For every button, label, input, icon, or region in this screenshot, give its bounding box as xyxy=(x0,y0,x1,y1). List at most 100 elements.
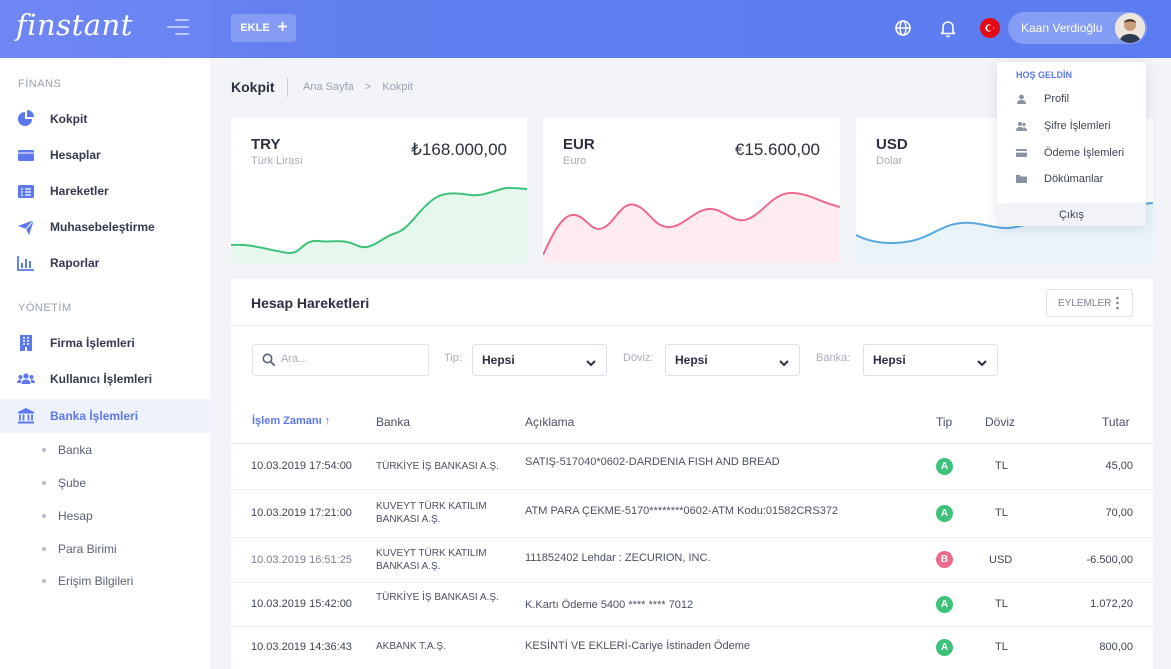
dropdown-item-label: Ödeme İşlemleri xyxy=(1044,147,1125,159)
sidebar-subitem-erisim[interactable]: Erişim Bilgileri xyxy=(42,574,133,588)
cell-currency: TL xyxy=(995,507,1008,519)
column-header-amount[interactable]: Tutar xyxy=(1102,415,1130,429)
type-badge: A xyxy=(936,596,953,613)
sidebar-item-banka[interactable]: Banka İşlemleri xyxy=(0,399,210,433)
chevron-down-icon xyxy=(586,356,596,367)
cell-bank: AKBANK T.A.Ş. xyxy=(376,641,446,652)
bullet-icon xyxy=(42,547,46,551)
search-input[interactable] xyxy=(281,353,421,365)
user-menu[interactable]: Kaan Verdioğlu xyxy=(1008,12,1147,44)
column-header-time[interactable]: İşlem Zamanı ↑ xyxy=(252,415,330,427)
avatar xyxy=(1115,13,1145,43)
dropdown-item-password[interactable]: Şifre İşlemleri xyxy=(1016,120,1111,132)
bell-icon[interactable] xyxy=(938,18,958,38)
currency-name: Türk Lirası xyxy=(251,155,303,167)
sidebar: FİNANS Kokpit Hesaplar Hareketler Muhase… xyxy=(0,58,210,669)
filter-label-bank: Banka: xyxy=(816,352,851,364)
sidebar-item-kullanici[interactable]: Kullanıcı İşlemleri xyxy=(0,362,210,396)
breadcrumb: Ana Sayfa > Kokpit xyxy=(303,81,413,93)
cell-currency: TL xyxy=(995,598,1008,610)
cell-amount: 70,00 xyxy=(1105,507,1133,519)
breadcrumb-separator: > xyxy=(364,81,372,93)
subitem-label: Hesap xyxy=(58,509,93,523)
sidebar-item-label: Raporlar xyxy=(50,256,100,270)
filter-select-bank[interactable]: Hepsi xyxy=(863,344,998,376)
globe-icon[interactable] xyxy=(893,18,913,38)
column-header-bank[interactable]: Banka xyxy=(376,415,411,429)
logout-button[interactable]: Çıkış xyxy=(997,203,1146,226)
sidebar-subitem-para-birimi[interactable]: Para Birimi xyxy=(42,542,117,556)
breadcrumb-home[interactable]: Ana Sayfa xyxy=(303,81,354,93)
dropdown-item-documents[interactable]: Dökümanlar xyxy=(1016,173,1103,185)
sort-arrow-icon: ↑ xyxy=(324,415,331,427)
column-header-description[interactable]: Açıklama xyxy=(525,415,575,429)
chevron-down-icon xyxy=(779,356,789,367)
sidebar-item-label: Firma İşlemleri xyxy=(50,336,135,350)
bullet-icon xyxy=(42,579,46,583)
app-logo[interactable]: finstant xyxy=(16,8,133,42)
add-button[interactable]: EKLE xyxy=(231,14,296,42)
table-row[interactable]: 10.03.2019 14:36:43 AKBANK T.A.Ş. KESİNT… xyxy=(231,626,1153,669)
page-title: Kokpit xyxy=(231,79,275,95)
column-header-label: İşlem Zamanı xyxy=(252,415,322,427)
logo-area: finstant xyxy=(0,0,210,58)
table-row[interactable]: 10.03.2019 15:42:00 TÜRKİYE İŞ BANKASI A… xyxy=(231,582,1153,626)
filter-select-currency[interactable]: Hepsi xyxy=(665,344,800,376)
cell-bank: TÜRKİYE İŞ BANKASI A.Ş. xyxy=(376,592,499,603)
sidebar-item-label: Kullanıcı İşlemleri xyxy=(50,372,153,386)
currency-card-eur[interactable]: EUR Euro €15.600,00 xyxy=(543,118,840,263)
cell-description: K.Kartı Ödeme 5400 **** **** 7012 xyxy=(525,599,694,611)
sidebar-subitem-hesap[interactable]: Hesap xyxy=(42,509,93,523)
table-row[interactable]: 10.03.2019 16:51:25 KUVEYT TÜRK KATILIM … xyxy=(231,537,1153,582)
sidebar-subitem-sube[interactable]: Şube xyxy=(42,476,86,490)
filter-label-type: Tip: xyxy=(444,352,462,364)
list-icon xyxy=(17,182,37,200)
kebab-icon xyxy=(1116,296,1119,310)
sidebar-item-hareketler[interactable]: Hareketler xyxy=(0,174,210,208)
sidebar-item-label: Hesaplar xyxy=(50,148,101,162)
sidebar-item-kokpit[interactable]: Kokpit xyxy=(0,102,210,136)
subitem-label: Şube xyxy=(58,476,87,490)
pie-chart-icon xyxy=(17,110,37,128)
filter-label-currency: Döviz: xyxy=(623,352,654,364)
currency-name: Euro xyxy=(563,155,587,167)
currency-name: Dolar xyxy=(876,155,903,167)
select-value: Hepsi xyxy=(873,353,906,367)
column-header-type[interactable]: Tip xyxy=(936,415,953,429)
bank-icon xyxy=(17,407,37,425)
bar-chart-icon xyxy=(17,254,37,272)
currency-card-try[interactable]: TRY Türk Lirası ₺168.000,00 xyxy=(231,118,527,263)
search-field[interactable] xyxy=(252,344,429,376)
table-row[interactable]: 10.03.2019 17:21:00 KUVEYT TÜRK KATILIM … xyxy=(231,489,1153,537)
currency-code: USD xyxy=(876,136,908,153)
user-icon xyxy=(1016,94,1027,104)
dropdown-item-profile[interactable]: Profil xyxy=(1016,93,1069,105)
sidebar-item-muhasebelestirme[interactable]: Muhasebeleştirme xyxy=(0,210,210,244)
cell-time: 10.03.2019 17:54:00 xyxy=(251,460,352,472)
table-row[interactable]: 10.03.2019 17:54:00 TÜRKİYE İŞ BANKASI A… xyxy=(231,443,1153,489)
sparkline-eur xyxy=(543,191,840,263)
sidebar-subitem-banka[interactable]: Banka xyxy=(42,443,92,457)
filter-select-type[interactable]: Hepsi xyxy=(472,344,607,376)
cell-amount: 800,00 xyxy=(1099,641,1133,653)
sidebar-item-label: Banka İşlemleri xyxy=(50,409,139,423)
transactions-panel: Hesap Hareketleri EYLEMLER Tip: Hepsi Dö… xyxy=(231,279,1153,669)
search-icon xyxy=(262,353,275,371)
cell-description: 111852402 Lehdar : ZECURION, INC. xyxy=(525,552,711,564)
actions-button[interactable]: EYLEMLER xyxy=(1046,289,1133,317)
cell-time: 10.03.2019 16:51:25 xyxy=(251,554,352,566)
currency-amount: €15.600,00 xyxy=(734,140,820,159)
dropdown-item-payment[interactable]: Ödeme İşlemleri xyxy=(1016,147,1124,159)
sidebar-item-hesaplar[interactable]: Hesaplar xyxy=(0,138,210,172)
users-icon xyxy=(1016,121,1027,131)
bullet-icon xyxy=(42,514,46,518)
column-header-currency[interactable]: Döviz xyxy=(985,415,1016,429)
cell-currency: TL xyxy=(995,641,1008,653)
plus-icon xyxy=(277,22,287,34)
sidebar-item-firma[interactable]: Firma İşlemleri xyxy=(0,326,210,360)
select-value: Hepsi xyxy=(482,353,515,367)
language-flag-icon[interactable] xyxy=(980,18,1000,38)
sidebar-item-raporlar[interactable]: Raporlar xyxy=(0,246,210,280)
cell-time: 10.03.2019 14:36:43 xyxy=(251,641,352,653)
menu-toggle-icon[interactable] xyxy=(167,19,189,37)
